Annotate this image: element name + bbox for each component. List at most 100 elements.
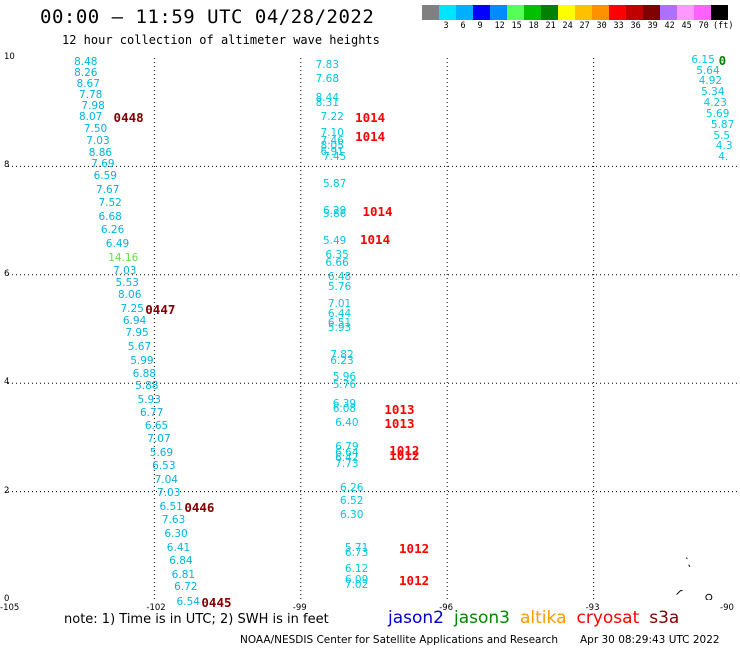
wave-height-value: 6.54 — [176, 595, 200, 608]
wave-height-value: 8.48 — [74, 56, 98, 69]
colorbar-swatch — [575, 5, 592, 20]
wave-height-value: 8.26 — [74, 67, 98, 80]
wave-height-value: 6.84 — [169, 555, 193, 568]
wave-height-value: 4.92 — [698, 75, 723, 88]
wave-height-value: 7.68 — [315, 72, 340, 85]
colorbar-tick-label: 3 — [443, 21, 449, 31]
wave-height-value: 7.82 — [330, 349, 354, 362]
wave-height-value: 5.49 — [322, 235, 347, 248]
colorbar-swatch — [711, 5, 728, 20]
colorbar-swatch — [643, 5, 660, 20]
wave-height-value: 6.64 — [335, 446, 359, 459]
pass-time-label: 1013 — [384, 415, 415, 431]
colorbar-swatch — [422, 5, 439, 20]
pass-time-label: 0447 — [145, 302, 176, 318]
colorbar-tick-label: 42 — [664, 21, 675, 31]
wave-height-value: 8.31 — [315, 97, 340, 110]
colorbar-swatch — [626, 5, 643, 20]
pass-time-label: 0 — [718, 52, 727, 68]
wave-height-value: 6.72 — [174, 581, 198, 594]
footer-credit: NOAA/NESDIS Center for Satellite Applica… — [240, 634, 558, 646]
y-tick-label: 10 — [4, 52, 15, 62]
colorbar-tick-label: 9 — [477, 21, 483, 31]
pass-time-label: 0446 — [184, 499, 215, 515]
wave-height-value: 7.67 — [96, 183, 120, 196]
wave-height-value: 4.23 — [703, 97, 727, 110]
wave-height-value: 6.26 — [340, 481, 364, 494]
wave-height-value: 5.93 — [137, 393, 161, 406]
wave-height-value: 6.41 — [166, 541, 191, 554]
wave-height-value: 6.39 — [332, 397, 357, 410]
wave-height-value: 6.52 — [340, 495, 364, 508]
pass-time-label: 1014 — [360, 231, 391, 247]
wave-height-value: 7.78 — [78, 88, 103, 101]
colorbar-swatch — [592, 5, 609, 20]
pass-time-label: 0445 — [201, 594, 232, 610]
footer-note: note: 1) Time is in UTC; 2) SWH is in fe… — [64, 612, 329, 627]
colorbar-tick-label: 70 — [698, 21, 709, 31]
wave-height-value: 6.81 — [171, 568, 196, 581]
pass-time-label: 1014 — [362, 204, 393, 220]
wave-height-value: 6.77 — [139, 407, 164, 420]
legend-entry-altika: altika — [520, 608, 567, 628]
coastline-outline — [685, 557, 688, 560]
wave-height-value: 6.51 — [327, 316, 352, 329]
colorbar-swatch — [694, 5, 711, 20]
wave-height-value: 6.53 — [152, 460, 176, 473]
wave-height-value: 7.03 — [86, 135, 110, 147]
wave-height-value: 8.86 — [88, 146, 113, 159]
x-tick-label: -102 — [146, 603, 166, 613]
x-tick-label: -90 — [720, 603, 734, 613]
page-title: 00:00 — 11:59 UTC 04/28/2022 — [40, 6, 375, 28]
pass-time-label: 0448 — [113, 109, 144, 125]
wave-height-value: 7.03 — [113, 265, 137, 278]
wave-height-value: 14.16 — [108, 251, 139, 264]
wave-height-value: 6.51 — [159, 500, 183, 513]
wave-height-value: 6.26 — [100, 224, 125, 237]
wave-height-value: 6.68 — [98, 210, 122, 223]
wave-height-value: 6.30 — [164, 527, 188, 540]
wave-height-value: 5.64 — [696, 64, 720, 77]
wave-height-value: 5.5 — [713, 129, 731, 142]
wave-height-value: 6.91 — [320, 145, 344, 158]
wave-height-value: 7.45 — [322, 151, 347, 164]
wave-height-value: 8.05 — [320, 140, 344, 153]
colorbar-swatch — [490, 5, 507, 20]
wave-height-value: 5.87 — [322, 178, 347, 191]
legend-entry-jason2: jason2 — [388, 608, 444, 628]
colorbar-swatch — [677, 5, 694, 20]
pass-time-label: 1012 — [399, 540, 430, 556]
colorbar-tick-label: 6 — [460, 21, 466, 31]
wave-height-value: 6.35 — [325, 248, 349, 261]
colorbar-tick-label: 33 — [613, 21, 624, 31]
colorbar-tick-label: 18 — [528, 21, 539, 31]
footer-timestamp: Apr 30 08:29:43 UTC 2022 — [580, 634, 720, 646]
wave-height-value: 5.69 — [149, 446, 174, 459]
wave-height-value: 6.59 — [93, 170, 117, 183]
wave-height-value: 8.07 — [78, 110, 103, 123]
wave-height-value: 7.50 — [83, 122, 108, 135]
pass-time-label: 1014 — [355, 109, 386, 125]
wave-height-value: 5.71 — [344, 541, 369, 554]
wave-height-value: 5.34 — [701, 86, 725, 99]
colorbar-swatch — [541, 5, 558, 20]
wave-height-value: 5.69 — [706, 107, 730, 120]
colorbar-tick-label: 21 — [545, 21, 556, 31]
wave-height-value: 6.48 — [327, 270, 352, 283]
wave-height-value: 5.86 — [322, 208, 347, 221]
wave-height-value: 6.29 — [322, 205, 347, 218]
x-tick-label: -99 — [292, 603, 307, 613]
wave-height-value: 4. — [718, 151, 729, 164]
wave-height-value: 5.96 — [332, 370, 357, 383]
coastline-outline — [688, 564, 691, 567]
y-tick-label: 2 — [4, 485, 10, 496]
wave-height-value: 5.93 — [327, 322, 352, 334]
wave-height-value: 7.83 — [315, 59, 340, 72]
y-tick-label: 6 — [4, 268, 10, 279]
wave-height-value: 5.99 — [130, 354, 154, 367]
colorbar-swatch — [558, 5, 575, 20]
wave-height-value: 5.76 — [332, 378, 357, 391]
page-subtitle: 12 hour collection of altimeter wave hei… — [62, 33, 380, 47]
wave-height-value: 6.73 — [344, 546, 369, 559]
wave-height-value: 6.65 — [144, 419, 169, 432]
